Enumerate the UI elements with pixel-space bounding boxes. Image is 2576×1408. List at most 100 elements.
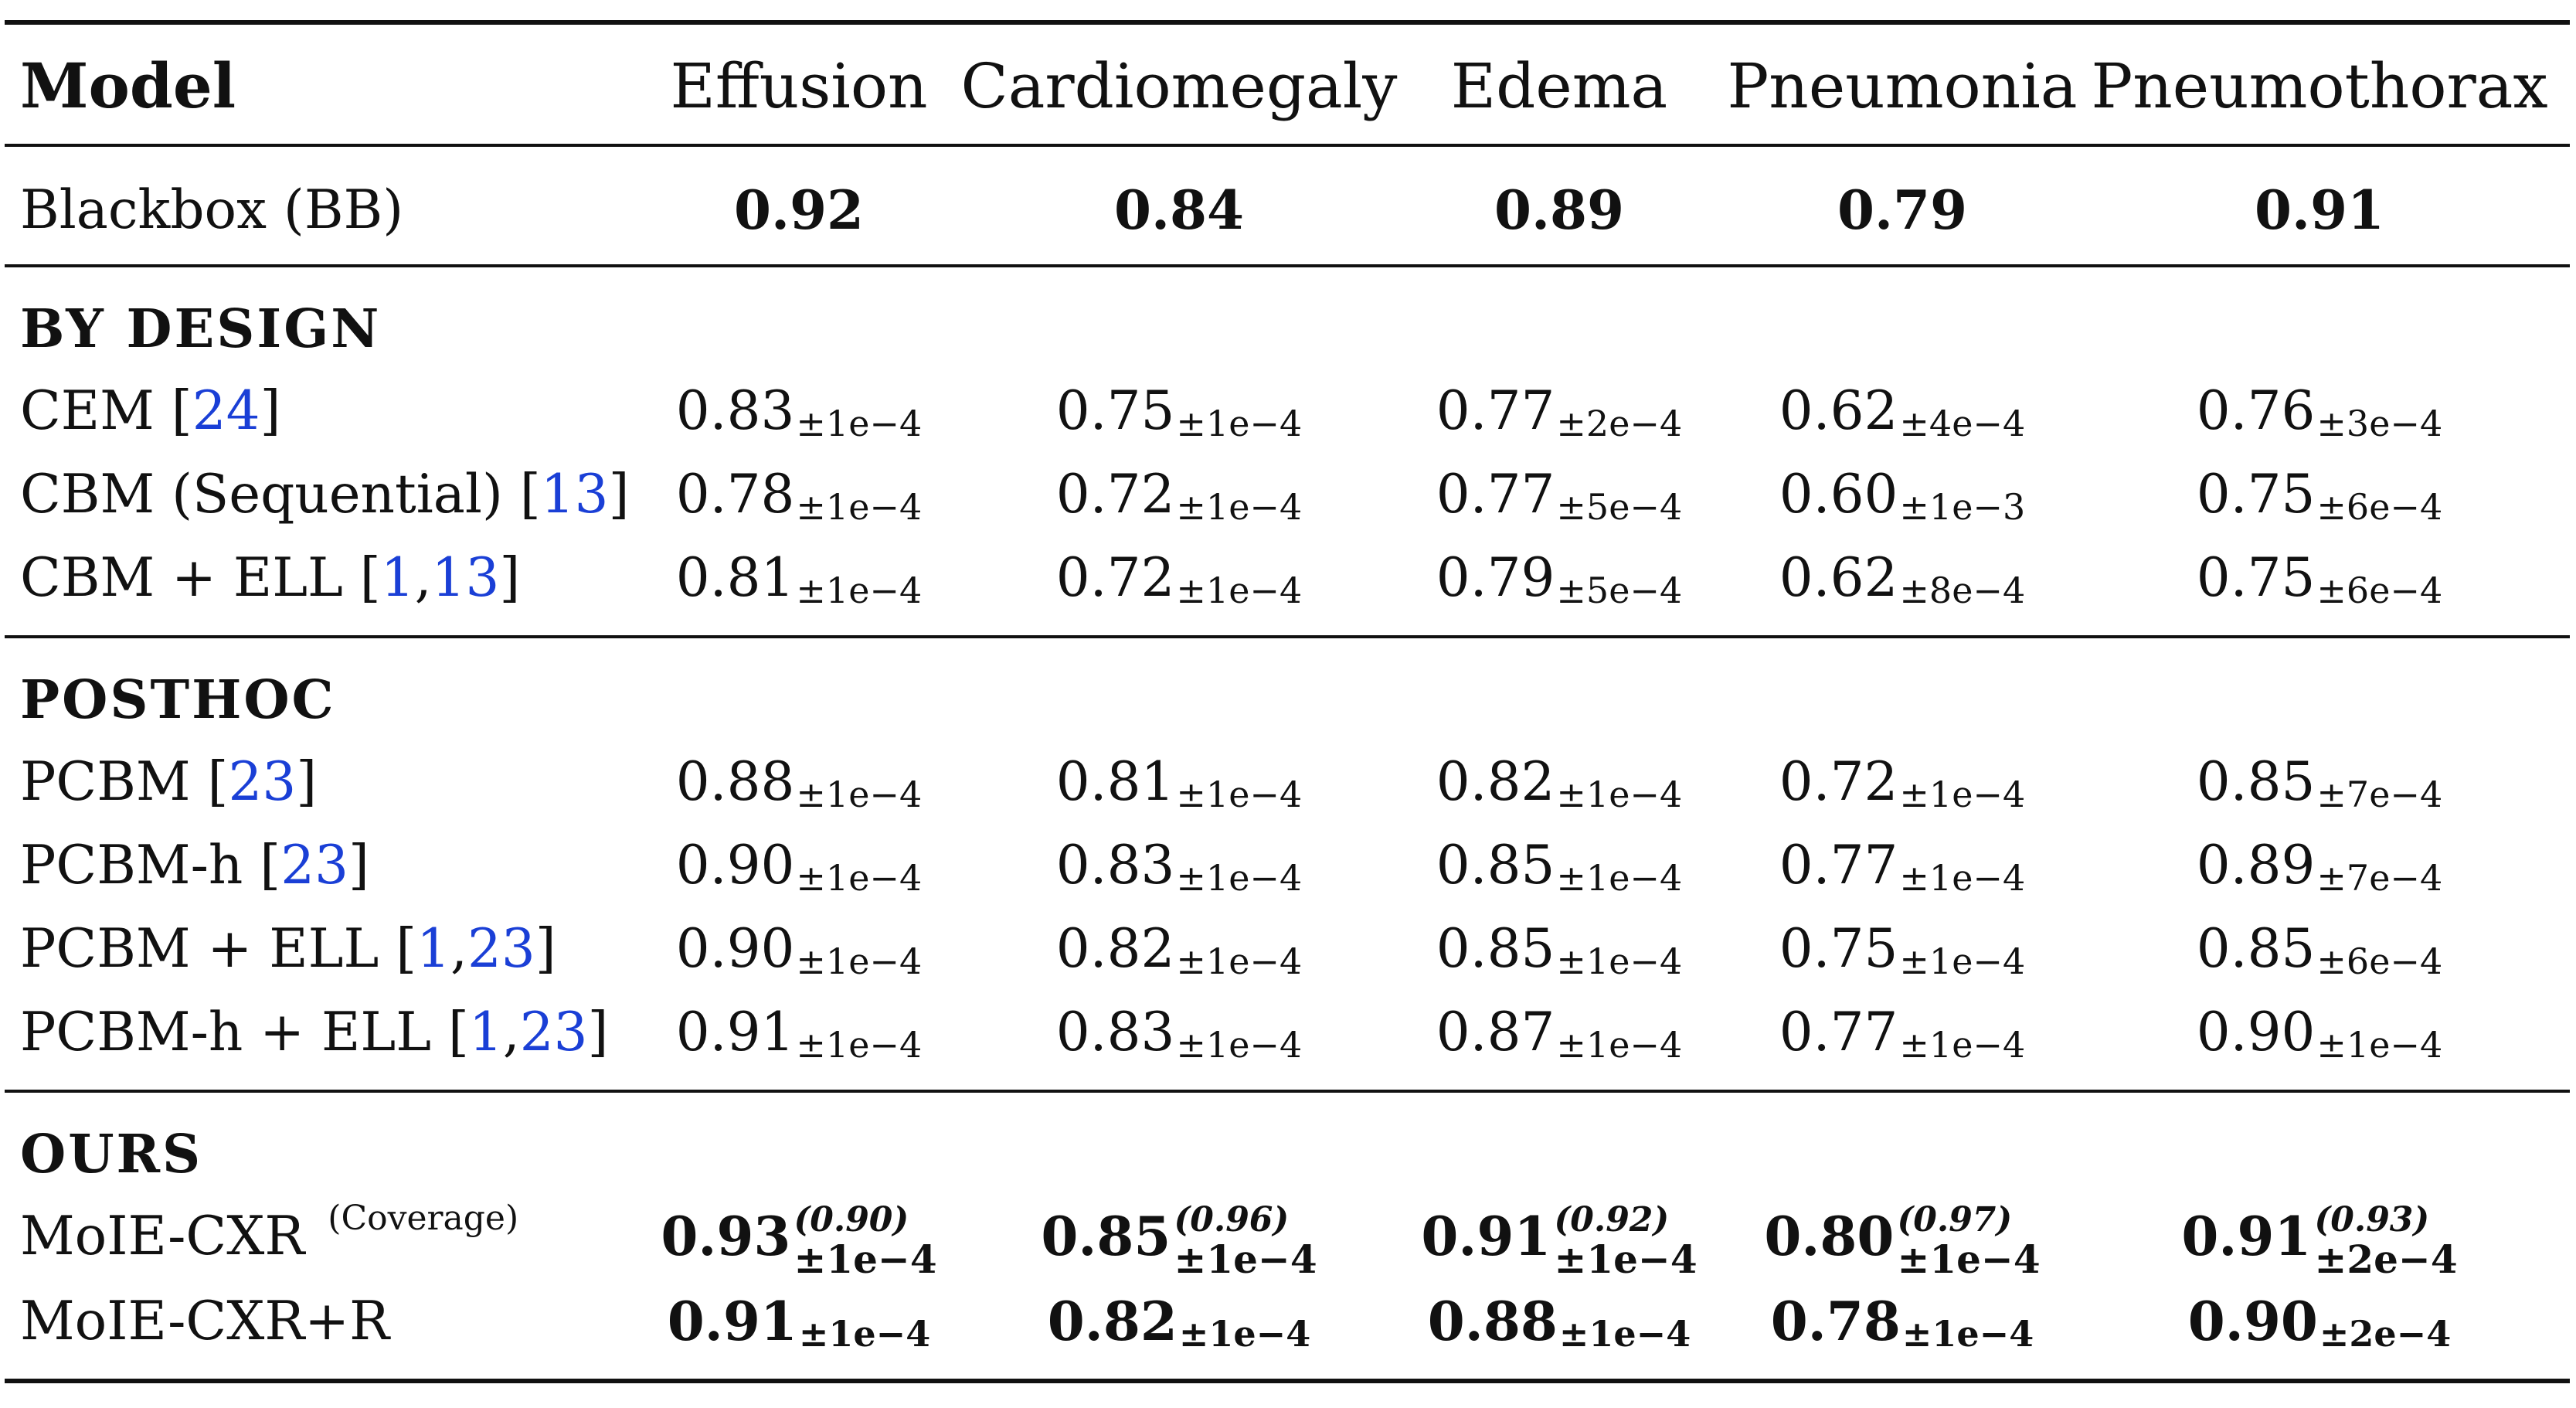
value-cell: 0.83 ±1e−4: [986, 827, 1372, 904]
model-name: CEM: [20, 380, 155, 442]
value-annotation: (0.97) ±1e−4: [1897, 1203, 2040, 1279]
section-title-row: OURS: [5, 1116, 2570, 1193]
metric-value: 0.83: [1055, 835, 1175, 896]
std-value: ±1e−4: [1899, 857, 2026, 899]
citation-open-bracket: [: [447, 1002, 469, 1063]
metric-value: 0.90: [675, 835, 795, 896]
citation-link: 1: [468, 1002, 503, 1063]
value-cell: 0.90 ±1e−4: [606, 827, 992, 904]
citation-link: 23: [467, 918, 535, 980]
std-value: ±1e−4: [1176, 570, 1303, 611]
std-value: ±1e−4: [796, 940, 923, 982]
metric-value: 0.62: [1779, 380, 1898, 442]
table-row: CBM (Sequential) [13] 0.78 ±1e−4 0.72 ±1e−4 0…: [5, 456, 2570, 533]
std-value: ±1e−4: [796, 774, 923, 815]
value-cell: 0.75 ±1e−4: [986, 372, 1372, 450]
citation-link: 24: [192, 380, 260, 442]
table-row: PCBM + ELL [1, 23] 0.90 ±1e−4 0.82 ±1e−4 0.85…: [5, 910, 2570, 988]
citation-open-bracket: [: [207, 751, 229, 813]
citation-close-bracket: ]: [587, 1002, 609, 1063]
metric-value: 0.77: [1436, 380, 1555, 442]
std-value: ±1e−4: [1176, 486, 1303, 528]
value-cell: 0.75 ±6e−4: [2126, 456, 2513, 533]
header-row: Model Effusion Cardiomegaly Edema Pneumo…: [5, 43, 2570, 128]
metric-value: 0.89: [2196, 835, 2316, 896]
citation-link: 23: [519, 1002, 588, 1063]
citation-link: 13: [431, 547, 500, 609]
metric-value: 0.78: [675, 464, 795, 525]
metric-value: 0.91: [667, 1290, 797, 1353]
metric-value: 0.93: [661, 1205, 791, 1268]
metric-value: 0.79: [1436, 547, 1555, 609]
value-cell: 0.82 ±1e−4: [986, 1283, 1372, 1360]
table-row: MoIE-CXR+R 0.91 ±1e−4 0.82 ±1e−4 0.88 ±1e−4 0.7…: [5, 1283, 2570, 1360]
value-cell: 0.89 ±7e−4: [2126, 827, 2513, 904]
value-cell: 0.91 ±1e−4: [606, 994, 992, 1071]
section-title-by-design: BY DESIGN: [20, 298, 382, 360]
citation-separator: ,: [450, 918, 467, 980]
std-value: ±1e−4: [1554, 1236, 1698, 1282]
std-value: ±1e−4: [1176, 857, 1303, 899]
metric-value: 0.82: [1047, 1290, 1178, 1353]
value-cell: 0.78 ±1e−4: [1709, 1283, 2095, 1360]
value-annotation: (0.92) ±1e−4: [1554, 1203, 1697, 1279]
row-label: CEM [24]: [20, 372, 280, 450]
metric-value: 0.85: [2196, 918, 2316, 980]
value-cell: 0.60 ±1e−3: [1709, 456, 2095, 533]
std-value: ±1e−4: [796, 1024, 923, 1066]
citation-separator: ,: [414, 547, 432, 609]
model-name: PCBM-h: [20, 835, 243, 896]
value-cell: 0.72 ±1e−4: [1709, 743, 2095, 821]
std-value: ±1e−4: [794, 1236, 937, 1282]
value-cell: 0.83 ±1e−4: [606, 372, 992, 450]
citation-close-bracket: ]: [608, 464, 630, 525]
citation-open-bracket: [: [260, 835, 281, 896]
value-cell: 0.91 (0.92) ±1e−4: [1366, 1198, 1752, 1279]
value-cell: 0.91 ±1e−4: [606, 1283, 992, 1360]
model-name: PCBM: [20, 751, 191, 813]
coverage-value: (0.90): [794, 1200, 909, 1240]
metric-value: 0.87: [1436, 1002, 1555, 1063]
std-value: ±1e−4: [796, 570, 923, 611]
value-cell: 0.81 ±1e−4: [606, 539, 992, 617]
std-value: ±1e−4: [1176, 1024, 1303, 1066]
citation-link: 23: [228, 751, 297, 813]
std-value: ±6e−4: [2316, 486, 2443, 528]
std-value: ±1e−4: [2316, 1024, 2443, 1066]
std-value: ±1e−4: [1558, 1313, 1691, 1355]
metric-value: 0.60: [1779, 464, 1898, 525]
value-cell: 0.77 ±1e−4: [1709, 994, 2095, 1071]
coverage-value: (0.93): [2314, 1200, 2430, 1240]
model-column-header: Model: [20, 49, 236, 122]
section-title-row: POSTHOC: [5, 661, 2570, 739]
std-value: ±7e−4: [2316, 774, 2443, 815]
row-label: PCBM [23]: [20, 743, 317, 821]
blackbox-row: Blackbox (BB) 0.92 0.84 0.89 0.79 0.91: [5, 172, 2570, 249]
value-cell: 0.85 (0.96) ±1e−4: [986, 1198, 1372, 1279]
value-cell: 0.72 ±1e−4: [986, 539, 1372, 617]
value-cell: 0.88 ±1e−4: [1366, 1283, 1752, 1360]
value-annotation: (0.96) ±1e−4: [1174, 1203, 1317, 1279]
model-name: CBM + ELL: [20, 547, 343, 609]
value-cell: 0.85 ±1e−4: [1366, 827, 1752, 904]
value-cell: 0.89: [1494, 179, 1625, 242]
std-value: ±5e−4: [1556, 570, 1683, 611]
value-cell: 0.76 ±3e−4: [2126, 372, 2513, 450]
coverage-value: (0.96): [1174, 1200, 1290, 1240]
metric-value: 0.90: [2196, 1002, 2316, 1063]
std-value: ±7e−4: [2316, 857, 2443, 899]
std-value: ±1e−4: [1174, 1236, 1317, 1282]
value-annotation: (0.90) ±1e−4: [794, 1203, 936, 1279]
metric-value: 0.85: [1436, 918, 1555, 980]
top-rule: [5, 20, 2570, 25]
value-cell: 0.75 ±1e−4: [1709, 910, 2095, 988]
column-header-pneumothorax: Pneumothorax: [2091, 49, 2548, 122]
value-cell: 0.91: [2254, 179, 2385, 242]
row-label: MoIE-CXR (Coverage): [20, 1198, 518, 1275]
citation-open-bracket: [: [519, 464, 541, 525]
table-row: MoIE-CXR (Coverage) 0.93 (0.90) ±1e−4 0.85 (0.…: [5, 1198, 2570, 1279]
citation-close-bracket: ]: [348, 835, 369, 896]
value-cell: 0.77 ±1e−4: [1709, 827, 2095, 904]
metric-value: 0.81: [1055, 751, 1175, 813]
row-label: Blackbox (BB): [20, 179, 404, 241]
